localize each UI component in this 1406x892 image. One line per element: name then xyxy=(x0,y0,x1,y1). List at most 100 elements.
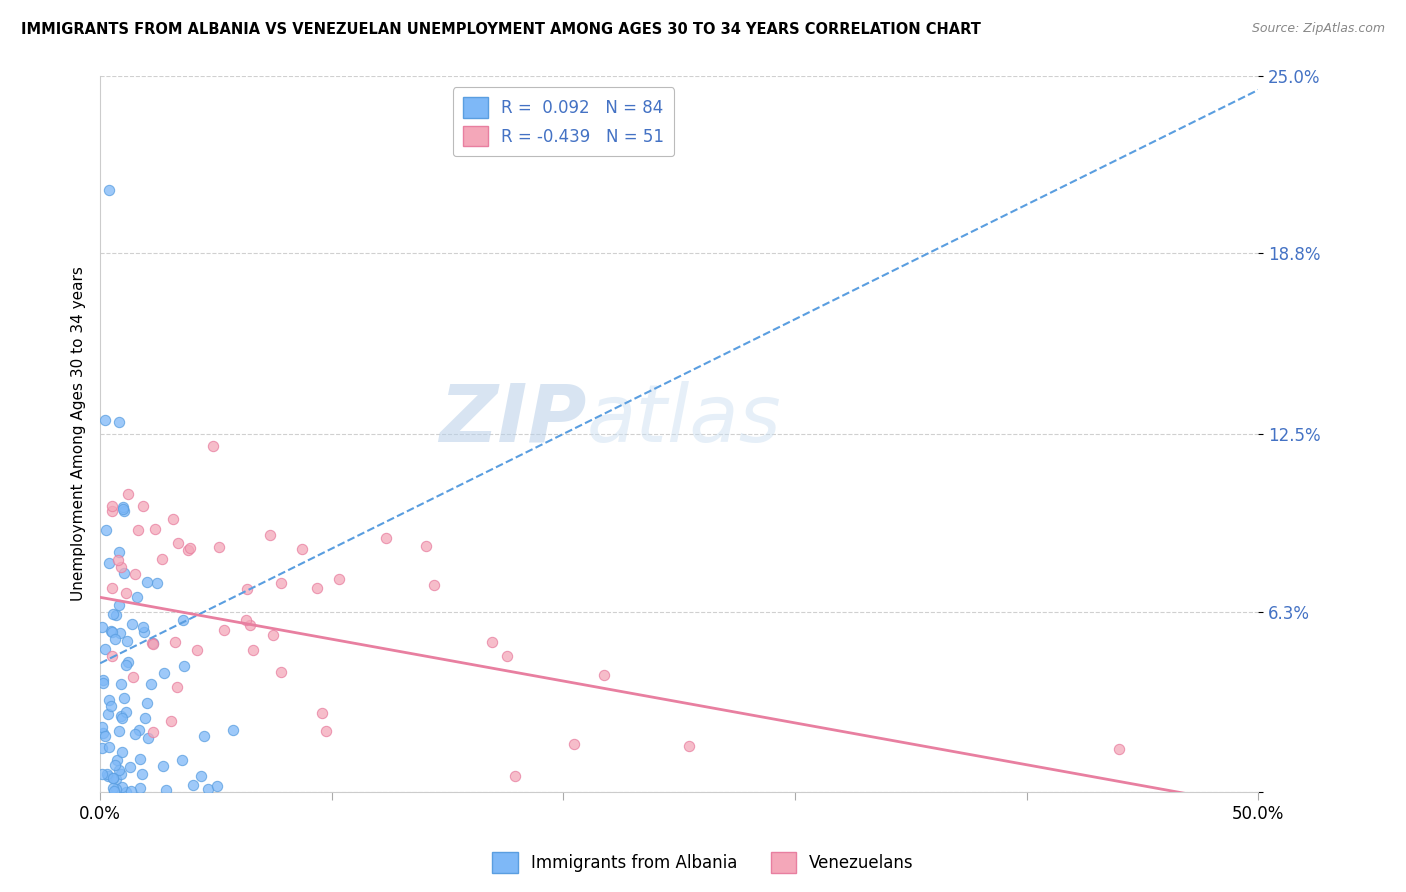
Point xyxy=(305,581,328,595)
Point xyxy=(104,772,127,786)
Y-axis label: Unemployment Among Ages 30 to 34 years: Unemployment Among Ages 30 to 34 years xyxy=(72,267,86,601)
Point xyxy=(91,725,114,739)
Point xyxy=(121,670,143,684)
Point xyxy=(115,705,138,719)
Point xyxy=(104,632,127,647)
Point xyxy=(197,781,219,796)
Point xyxy=(423,578,446,592)
Point xyxy=(112,691,135,706)
Point xyxy=(131,767,153,781)
Point xyxy=(108,544,131,558)
Point xyxy=(110,559,132,574)
Point xyxy=(415,539,437,553)
Point xyxy=(270,575,292,590)
Point xyxy=(132,620,155,634)
Text: Source: ZipAtlas.com: Source: ZipAtlas.com xyxy=(1251,22,1385,36)
Point xyxy=(115,586,138,600)
Point xyxy=(110,709,132,723)
Point xyxy=(101,582,124,596)
Point xyxy=(205,779,228,793)
Point xyxy=(97,707,120,722)
Point xyxy=(108,763,131,777)
Point xyxy=(111,780,134,794)
Point xyxy=(107,598,129,612)
Point xyxy=(91,741,114,756)
Point xyxy=(101,607,124,621)
Point xyxy=(104,757,127,772)
Point xyxy=(132,499,155,513)
Point xyxy=(115,657,138,672)
Point xyxy=(101,771,124,785)
Point xyxy=(496,649,519,664)
Point xyxy=(124,567,146,582)
Point xyxy=(242,643,264,657)
Point xyxy=(136,696,159,710)
Point xyxy=(172,753,194,767)
Point xyxy=(166,680,188,694)
Point xyxy=(129,752,152,766)
Point xyxy=(186,642,208,657)
Point xyxy=(100,503,122,517)
Point xyxy=(96,766,118,780)
Point xyxy=(110,677,132,691)
Point xyxy=(193,729,215,743)
Point xyxy=(270,665,292,679)
Legend: R =  0.092   N = 84, R = -0.439   N = 51: R = 0.092 N = 84, R = -0.439 N = 51 xyxy=(453,87,673,156)
Point xyxy=(105,781,128,796)
Point xyxy=(94,730,117,744)
Point xyxy=(481,635,503,649)
Point xyxy=(236,582,259,596)
Text: ZIP: ZIP xyxy=(439,381,586,458)
Point xyxy=(124,727,146,741)
Point xyxy=(127,590,149,604)
Point xyxy=(155,783,177,797)
Point xyxy=(162,512,184,526)
Point xyxy=(100,648,122,663)
Point xyxy=(91,620,114,634)
Point xyxy=(181,778,204,792)
Point xyxy=(112,504,135,518)
Point xyxy=(145,576,167,591)
Point xyxy=(142,635,165,649)
Point xyxy=(134,625,156,640)
Point xyxy=(107,553,129,567)
Point xyxy=(115,784,138,798)
Point xyxy=(111,745,134,759)
Point xyxy=(91,721,114,735)
Point xyxy=(110,766,132,780)
Point xyxy=(138,731,160,745)
Point xyxy=(562,737,585,751)
Point xyxy=(160,714,183,728)
Point xyxy=(262,628,284,642)
Point xyxy=(177,543,200,558)
Point xyxy=(98,693,121,707)
Legend: Immigrants from Albania, Venezuelans: Immigrants from Albania, Venezuelans xyxy=(486,846,920,880)
Point xyxy=(142,637,165,651)
Point xyxy=(108,625,131,640)
Point xyxy=(134,711,156,725)
Point xyxy=(190,769,212,783)
Point xyxy=(152,759,174,773)
Point xyxy=(678,739,700,754)
Point xyxy=(105,608,128,623)
Point xyxy=(128,781,150,796)
Point xyxy=(139,677,162,691)
Point xyxy=(112,501,135,516)
Point xyxy=(121,617,143,632)
Point xyxy=(128,723,150,737)
Point xyxy=(141,636,163,650)
Point xyxy=(93,675,115,690)
Point xyxy=(167,536,190,550)
Point xyxy=(91,673,114,687)
Point xyxy=(503,769,526,783)
Point xyxy=(118,760,141,774)
Point xyxy=(91,766,114,780)
Point xyxy=(111,500,134,514)
Point xyxy=(100,624,122,638)
Point xyxy=(163,635,186,649)
Point xyxy=(100,699,122,714)
Text: atlas: atlas xyxy=(586,381,782,458)
Point xyxy=(179,541,201,555)
Point xyxy=(117,487,139,501)
Point xyxy=(593,668,616,682)
